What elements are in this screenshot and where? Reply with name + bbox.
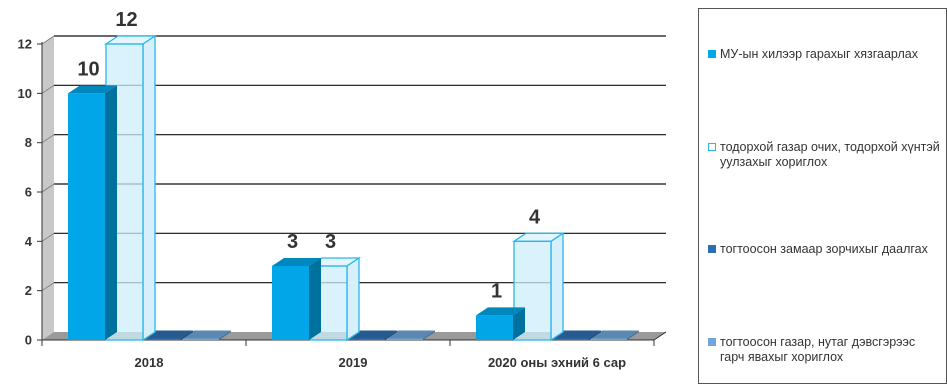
data-label-6: 4 <box>529 206 541 228</box>
gridline-side-6 <box>41 183 55 193</box>
legend-item-series-1: МУ-ын хилээр гарахыг хязгаарлах <box>708 47 946 62</box>
bar-series3-0 <box>144 330 193 340</box>
ytick-label-10: 10 <box>18 86 32 101</box>
gridline-side-10 <box>41 85 55 94</box>
ytick-label-2: 2 <box>25 283 32 298</box>
ytick-label-6: 6 <box>25 185 32 200</box>
data-label-3: 3 <box>287 231 298 253</box>
bar-series4-0 <box>182 330 231 340</box>
legend-label-series-4: тогтоосон газар, нутаг дэвсгэрээс гарч я… <box>720 335 916 364</box>
data-label-4: 3 <box>325 231 336 253</box>
bar-chart: 0 2 4 6 8 10 12 2018 2019 2020 оны эхний 6 сар 10 1… <box>18 9 667 370</box>
ytick-label-12: 12 <box>18 37 32 52</box>
legend-item-series-3: тогтоосон замаар зорчихыг даалгах <box>708 242 946 257</box>
gridline-side-8 <box>41 134 55 143</box>
bar-series4-1 <box>386 330 435 340</box>
gridline-side-2 <box>41 282 55 291</box>
ytick-label-0: 0 <box>25 333 32 348</box>
xtick-label-0: 2018 <box>135 355 164 370</box>
data-label-5: 1 <box>491 280 502 302</box>
legend-label-series-1: МУ-ын хилээр гарахыг хязгаарлах <box>720 47 918 61</box>
legend-swatch-series-2 <box>708 143 716 151</box>
ytick-label-8: 8 <box>25 135 32 150</box>
bar-series3-1 <box>348 330 397 340</box>
legend: МУ-ын хилээр гарахыг хязгаарлах тодорхой… <box>698 8 947 384</box>
bar-series3-2 <box>552 330 601 340</box>
data-label-1: 10 <box>77 58 99 80</box>
xtick-label-2: 2020 оны эхний 6 сар <box>488 355 626 370</box>
legend-swatch-series-3 <box>708 245 716 253</box>
gridline-side-4 <box>41 233 55 242</box>
bar-series1-2 <box>476 307 525 340</box>
legend-label-series-2: тодорхой газар очих, тодорхой хүнтэй уул… <box>720 140 940 169</box>
bar-series1-0 <box>68 85 117 340</box>
bar-series4-2 <box>590 330 639 340</box>
bar-series1-1 <box>272 258 321 340</box>
x-axis-depth <box>653 331 667 341</box>
legend-swatch-series-1 <box>708 50 716 58</box>
data-label-2: 12 <box>115 9 137 31</box>
ytick-label-4: 4 <box>25 234 33 249</box>
xtick-label-1: 2019 <box>339 355 368 370</box>
legend-label-series-3: тогтоосон замаар зорчихыг даалгах <box>720 242 928 256</box>
legend-item-series-4: тогтоосон газар, нутаг дэвсгэрээс гарч я… <box>708 335 940 365</box>
legend-swatch-series-4 <box>708 338 716 346</box>
gridline-side-12 <box>41 35 55 45</box>
legend-item-series-2: тодорхой газар очих, тодорхой хүнтэй уул… <box>708 140 940 170</box>
